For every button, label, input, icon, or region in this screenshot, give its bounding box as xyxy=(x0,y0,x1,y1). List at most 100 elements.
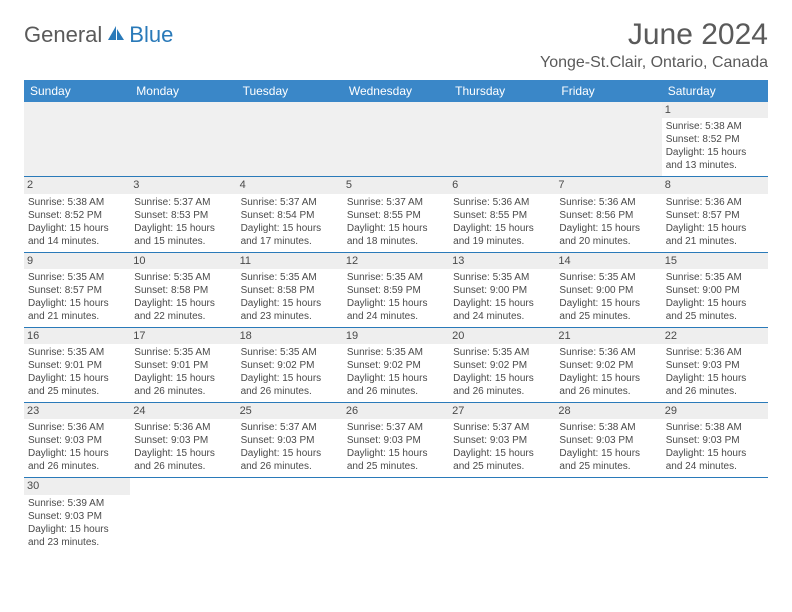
daylight-line-1: Daylight: 15 hours xyxy=(134,297,232,310)
sunset-line: Sunset: 9:03 PM xyxy=(28,434,126,447)
daylight-line-2: and 17 minutes. xyxy=(241,235,339,248)
calendar-cell xyxy=(237,102,343,176)
day-number: 20 xyxy=(449,328,555,344)
calendar-cell xyxy=(449,102,555,176)
calendar-cell: 26Sunrise: 5:37 AMSunset: 9:03 PMDayligh… xyxy=(343,403,449,477)
sunset-line: Sunset: 9:00 PM xyxy=(453,284,551,297)
sunrise-line: Sunrise: 5:36 AM xyxy=(28,421,126,434)
daylight-line-2: and 19 minutes. xyxy=(453,235,551,248)
daylight-line-2: and 25 minutes. xyxy=(453,460,551,473)
header: General Blue June 2024 Yonge-St.Clair, O… xyxy=(24,18,768,72)
daylight-line-2: and 26 minutes. xyxy=(559,385,657,398)
day-number: 16 xyxy=(24,328,130,344)
daylight-line-1: Daylight: 15 hours xyxy=(453,222,551,235)
calendar-cell: 23Sunrise: 5:36 AMSunset: 9:03 PMDayligh… xyxy=(24,403,130,477)
sunrise-line: Sunrise: 5:35 AM xyxy=(453,346,551,359)
calendar-cell: 10Sunrise: 5:35 AMSunset: 8:58 PMDayligh… xyxy=(130,253,236,327)
daylight-line-1: Daylight: 15 hours xyxy=(134,222,232,235)
logo-text-blue: Blue xyxy=(129,22,173,48)
sunset-line: Sunset: 8:58 PM xyxy=(134,284,232,297)
daylight-line-1: Daylight: 15 hours xyxy=(347,297,445,310)
daylight-line-2: and 26 minutes. xyxy=(134,385,232,398)
calendar-cell: 30Sunrise: 5:39 AMSunset: 9:03 PMDayligh… xyxy=(24,478,130,552)
day-number: 15 xyxy=(662,253,768,269)
daylight-line-2: and 24 minutes. xyxy=(347,310,445,323)
day-number: 13 xyxy=(449,253,555,269)
daylight-line-1: Daylight: 15 hours xyxy=(241,297,339,310)
day-number: 26 xyxy=(343,403,449,419)
sunset-line: Sunset: 9:00 PM xyxy=(666,284,764,297)
sunrise-line: Sunrise: 5:36 AM xyxy=(666,346,764,359)
calendar-weeks: 1Sunrise: 5:38 AMSunset: 8:52 PMDaylight… xyxy=(24,102,768,553)
calendar-cell: 22Sunrise: 5:36 AMSunset: 9:03 PMDayligh… xyxy=(662,328,768,402)
sunset-line: Sunset: 9:00 PM xyxy=(559,284,657,297)
sunrise-line: Sunrise: 5:38 AM xyxy=(666,120,764,133)
daylight-line-2: and 26 minutes. xyxy=(347,385,445,398)
daylight-line-2: and 22 minutes. xyxy=(134,310,232,323)
day-number: 19 xyxy=(343,328,449,344)
sunrise-line: Sunrise: 5:35 AM xyxy=(453,271,551,284)
daylight-line-2: and 26 minutes. xyxy=(666,385,764,398)
day-number: 28 xyxy=(555,403,661,419)
sunset-line: Sunset: 9:03 PM xyxy=(453,434,551,447)
location-subtitle: Yonge-St.Clair, Ontario, Canada xyxy=(540,54,768,72)
sunset-line: Sunset: 9:03 PM xyxy=(134,434,232,447)
calendar-week: 2Sunrise: 5:38 AMSunset: 8:52 PMDaylight… xyxy=(24,177,768,252)
daylight-line-1: Daylight: 15 hours xyxy=(347,447,445,460)
day-number: 2 xyxy=(24,177,130,193)
day-header: Thursday xyxy=(449,80,555,102)
daylight-line-2: and 13 minutes. xyxy=(666,159,764,172)
daylight-line-1: Daylight: 15 hours xyxy=(666,297,764,310)
sunset-line: Sunset: 9:02 PM xyxy=(453,359,551,372)
sunset-line: Sunset: 8:53 PM xyxy=(134,209,232,222)
day-header: Saturday xyxy=(662,80,768,102)
day-number: 8 xyxy=(662,177,768,193)
sunset-line: Sunset: 8:52 PM xyxy=(666,133,764,146)
daylight-line-1: Daylight: 15 hours xyxy=(28,297,126,310)
day-header: Friday xyxy=(555,80,661,102)
sunrise-line: Sunrise: 5:36 AM xyxy=(134,421,232,434)
calendar-cell: 9Sunrise: 5:35 AMSunset: 8:57 PMDaylight… xyxy=(24,253,130,327)
calendar-cell: 6Sunrise: 5:36 AMSunset: 8:55 PMDaylight… xyxy=(449,177,555,251)
calendar-cell: 7Sunrise: 5:36 AMSunset: 8:56 PMDaylight… xyxy=(555,177,661,251)
daylight-line-1: Daylight: 15 hours xyxy=(241,372,339,385)
day-number: 23 xyxy=(24,403,130,419)
daylight-line-1: Daylight: 15 hours xyxy=(347,222,445,235)
day-number: 12 xyxy=(343,253,449,269)
calendar: SundayMondayTuesdayWednesdayThursdayFrid… xyxy=(24,80,768,553)
day-number: 10 xyxy=(130,253,236,269)
calendar-cell: 12Sunrise: 5:35 AMSunset: 8:59 PMDayligh… xyxy=(343,253,449,327)
logo-text-general: General xyxy=(24,22,102,48)
daylight-line-2: and 25 minutes. xyxy=(28,385,126,398)
calendar-cell xyxy=(662,478,768,552)
daylight-line-2: and 23 minutes. xyxy=(28,536,126,549)
daylight-line-1: Daylight: 15 hours xyxy=(453,372,551,385)
day-number: 21 xyxy=(555,328,661,344)
calendar-cell: 27Sunrise: 5:37 AMSunset: 9:03 PMDayligh… xyxy=(449,403,555,477)
daylight-line-1: Daylight: 15 hours xyxy=(666,222,764,235)
day-number: 29 xyxy=(662,403,768,419)
sunrise-line: Sunrise: 5:35 AM xyxy=(28,271,126,284)
daylight-line-1: Daylight: 15 hours xyxy=(28,222,126,235)
sunset-line: Sunset: 9:03 PM xyxy=(347,434,445,447)
title-block: June 2024 Yonge-St.Clair, Ontario, Canad… xyxy=(540,18,768,72)
calendar-cell xyxy=(555,478,661,552)
sunset-line: Sunset: 8:55 PM xyxy=(347,209,445,222)
day-number: 11 xyxy=(237,253,343,269)
calendar-week: 9Sunrise: 5:35 AMSunset: 8:57 PMDaylight… xyxy=(24,253,768,328)
daylight-line-2: and 26 minutes. xyxy=(453,385,551,398)
sunset-line: Sunset: 9:03 PM xyxy=(241,434,339,447)
calendar-cell: 18Sunrise: 5:35 AMSunset: 9:02 PMDayligh… xyxy=(237,328,343,402)
daylight-line-1: Daylight: 15 hours xyxy=(28,523,126,536)
sunset-line: Sunset: 9:02 PM xyxy=(559,359,657,372)
daylight-line-2: and 25 minutes. xyxy=(559,310,657,323)
daylight-line-1: Daylight: 15 hours xyxy=(28,372,126,385)
calendar-cell: 19Sunrise: 5:35 AMSunset: 9:02 PMDayligh… xyxy=(343,328,449,402)
daylight-line-1: Daylight: 15 hours xyxy=(134,372,232,385)
sunrise-line: Sunrise: 5:35 AM xyxy=(241,271,339,284)
sunrise-line: Sunrise: 5:35 AM xyxy=(347,271,445,284)
month-title: June 2024 xyxy=(540,18,768,52)
calendar-cell xyxy=(449,478,555,552)
daylight-line-2: and 26 minutes. xyxy=(241,460,339,473)
day-number: 18 xyxy=(237,328,343,344)
